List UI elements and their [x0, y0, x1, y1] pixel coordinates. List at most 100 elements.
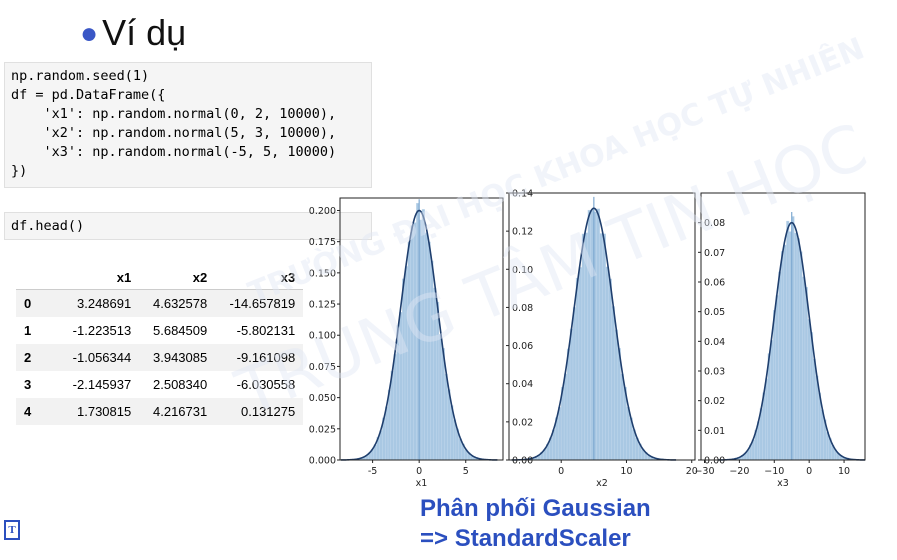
y-tick-label: 0.04: [512, 379, 533, 390]
histogram-bar: [804, 287, 808, 461]
histogram-bar: [783, 244, 787, 461]
histogram-bar: [778, 271, 782, 461]
table-cell: -2.145937: [72, 377, 132, 392]
column-header: [16, 266, 44, 290]
table-header-row: x1 x2 x3: [16, 266, 304, 290]
table-cell: 3.943085: [139, 344, 216, 371]
histogram-x2: 0.00 0.02 0.04 0.06 0.08 0.10 0.12 0.14 0 10 20 x2: [506, 189, 698, 489]
y-tick-label: 0.000: [309, 456, 336, 467]
bullet-icon: ●: [80, 17, 99, 50]
code-line: 'x2': np.random.normal(5, 3, 10000),: [11, 125, 337, 141]
table-cell: -6.030558: [236, 377, 296, 392]
y-tick-label: 0.200: [309, 206, 336, 217]
x-tick-label: 0: [416, 466, 422, 477]
table-row: 2 -1.056344 3.943085 -9.161098: [16, 344, 304, 371]
plot-frame: [700, 192, 866, 461]
histogram-bar: [599, 233, 603, 461]
table-cell: 4.632578: [139, 289, 216, 317]
x-axis-label: x1: [416, 478, 428, 489]
x-tick-label: 5: [463, 466, 469, 477]
code-cell-dataframe: np.random.seed(1) df = pd.DataFrame({ 'x…: [4, 62, 372, 188]
table-cell: -14.657819: [215, 289, 304, 317]
x-tick-label: 0: [558, 466, 564, 477]
y-tick-label: 0.01: [704, 426, 725, 437]
histogram-bar: [773, 310, 776, 461]
histogram-bar: [796, 238, 800, 461]
y-tick-label: 0.04: [704, 337, 725, 348]
histogram-bar: [584, 232, 589, 461]
histogram-bar: [390, 370, 394, 461]
histogram-bar: [393, 354, 397, 461]
table-cell: -1.223513: [72, 323, 132, 338]
histogram-bar: [587, 209, 592, 461]
plot-frame: [508, 192, 696, 461]
histogram-bar: [608, 278, 612, 461]
histogram-bar: [786, 220, 790, 461]
histogram-bar: [404, 266, 408, 461]
table-cell: 5.684509: [153, 323, 208, 338]
table-cell: 1.730815: [43, 398, 140, 425]
table-row: 4 1.730815 4.216731 0.131275: [16, 398, 304, 425]
slide-title-text: Ví dụ: [102, 12, 187, 53]
histogram-bar: [557, 407, 562, 461]
y-tick-label: 0.07: [704, 248, 725, 259]
histogram-bar: [807, 319, 811, 461]
histogram-bar: [596, 208, 600, 461]
histogram-bar: [433, 287, 437, 461]
code-line: 'x1': np.random.normal(0, 2, 10000),: [11, 106, 337, 122]
note-line2: => StandardScaler: [420, 525, 631, 552]
column-header: x1: [43, 266, 140, 290]
histogram-bar: [799, 251, 803, 461]
histogram-bar: [424, 232, 428, 461]
histogram-bar: [566, 348, 571, 461]
histogram-bar: [611, 306, 615, 461]
histogram-bar: [436, 301, 440, 461]
note-line1: Phân phối Gaussian: [420, 495, 651, 522]
y-tick-label: 0.00: [704, 456, 725, 467]
histogram-bar: [605, 266, 609, 461]
y-tick-label: 0.10: [512, 265, 533, 276]
x-tick-label: -5: [368, 466, 377, 477]
histogram-bar: [421, 209, 425, 461]
code-cell-head: df.head(): [4, 212, 372, 240]
y-tick-label: 0.06: [512, 341, 533, 352]
histogram-bar: [770, 340, 774, 461]
table-row: 0 3.248691 4.632578 -14.657819: [16, 289, 304, 317]
row-index: 4: [16, 398, 44, 425]
gaussian-note: Phân phối Gaussian => StandardScaler: [420, 494, 651, 554]
table-cell: 3.248691: [43, 289, 140, 317]
table-cell: 4.216731: [139, 398, 216, 425]
x-tick-label: 20: [686, 466, 698, 477]
table-cell: -5.802131: [236, 323, 296, 338]
row-index: 0: [16, 289, 44, 317]
histogram-bar: [765, 378, 769, 461]
y-tick-label: 0.175: [309, 237, 336, 248]
histogram-bar: [396, 325, 400, 461]
y-tick-label: 0.08: [704, 218, 725, 229]
x-tick-label: −10: [764, 466, 784, 477]
code-line: df = pd.DataFrame({: [11, 87, 166, 103]
table-row: 3 -2.145937 2.508340 -6.030558: [16, 371, 303, 398]
density-curve: [718, 221, 865, 461]
histogram-bar: [810, 332, 814, 461]
table-cell: 0.131275: [215, 398, 304, 425]
histogram-x3: 0.00 0.01 0.02 0.03 0.04 0.05 0.06 0.07 0.08 −30 −…: [694, 192, 866, 489]
histogram-bar: [444, 373, 448, 461]
density-curve: [511, 207, 677, 461]
histogram-bar: [407, 242, 411, 461]
y-tick-label: 0.100: [309, 331, 336, 342]
code-line: df.head(): [11, 218, 85, 234]
y-tick-label: 0.025: [309, 424, 336, 435]
histogram-bar: [620, 373, 624, 461]
histogram-bar: [563, 373, 568, 461]
histogram-x1: 0.000 0.025 0.050 0.075 0.100 0.125 0.150 0.175…: [309, 197, 504, 489]
dataframe-table: x1 x2 x3 0 3.248691 4.632578 -14.657819 …: [16, 266, 304, 425]
histogram-bar: [780, 251, 784, 461]
histogram-bar: [410, 225, 414, 461]
row-index: 3: [24, 377, 32, 392]
y-tick-label: 0.12: [512, 227, 533, 238]
histogram-bar: [441, 348, 445, 461]
slide-title: ● Ví dụ: [80, 12, 186, 54]
histogram-bar: [402, 278, 406, 461]
